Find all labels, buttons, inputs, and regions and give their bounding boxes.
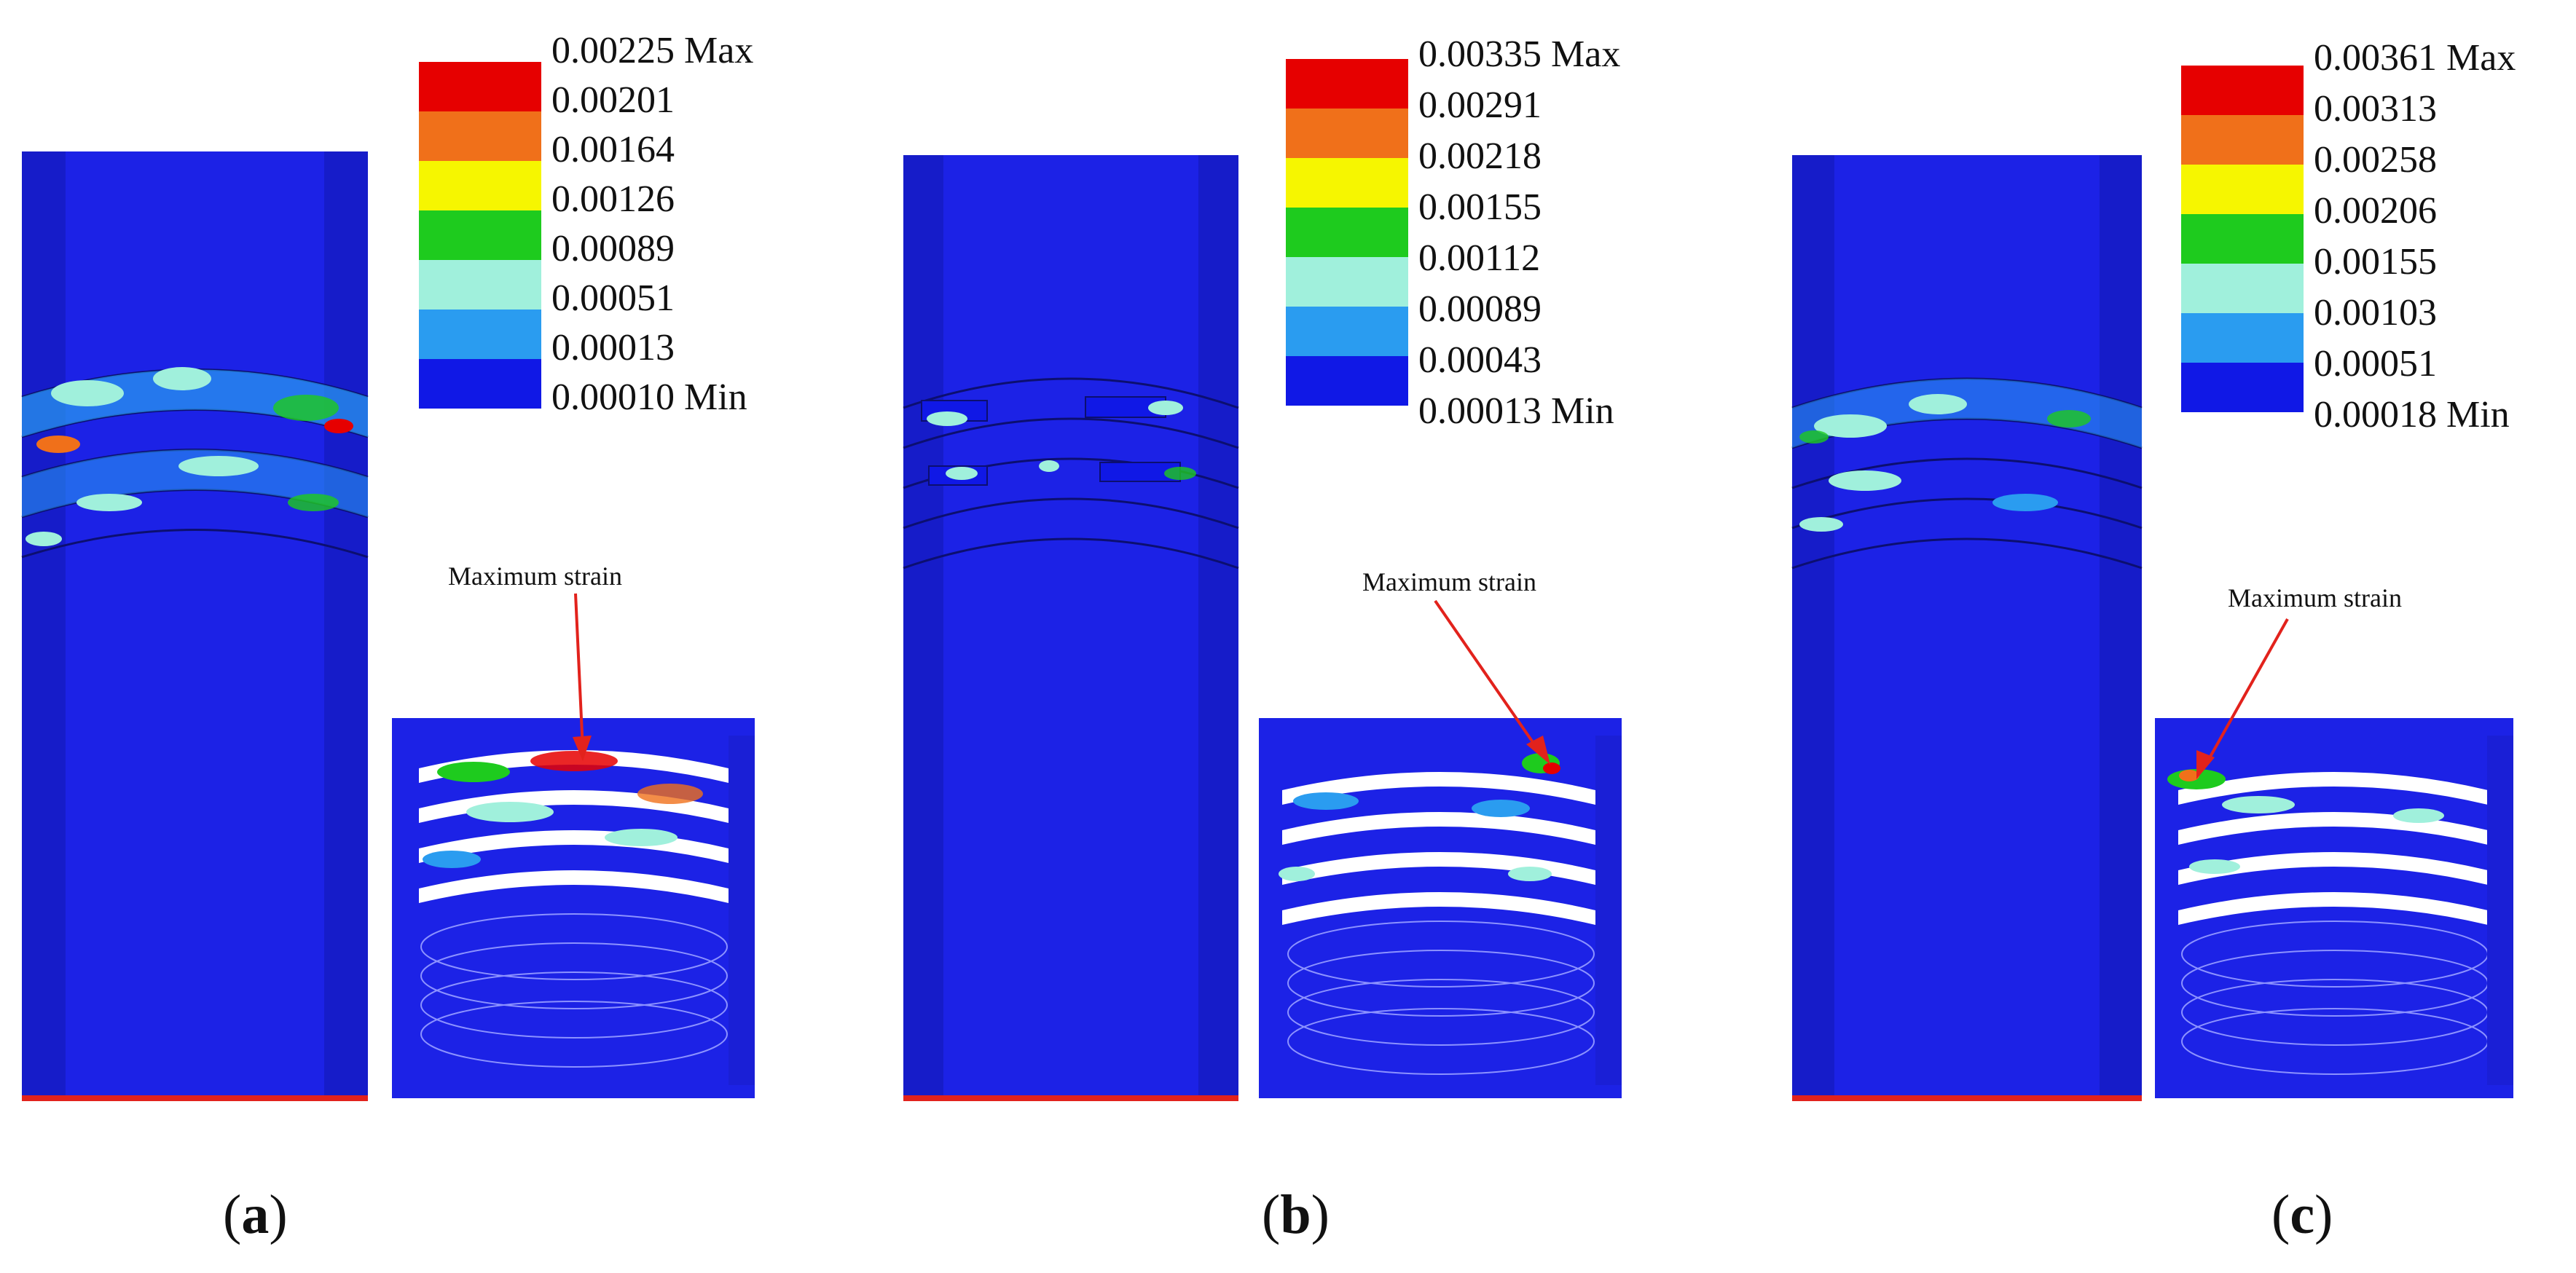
legend-value: 0.00112 <box>1418 237 1541 279</box>
legend-value: 0.00013 Min <box>1418 390 1614 432</box>
legend-swatch <box>1286 307 1408 356</box>
legend-value: 0.00218 <box>1418 135 1542 177</box>
legend-value: 0.00155 <box>2314 241 2437 283</box>
legend-swatch <box>419 310 541 359</box>
cutaway-rings <box>1279 753 1595 925</box>
legend-swatch <box>2181 363 2304 412</box>
legend-value: 0.00361 Max <box>2314 37 2516 79</box>
legend-swatch <box>1286 158 1408 208</box>
legend-swatch <box>1286 109 1408 158</box>
legend-value: 0.00258 <box>2314 139 2437 181</box>
cylinder-shade <box>903 155 943 1098</box>
cutaway-body <box>392 718 755 1098</box>
panel-b-figure <box>903 155 1622 1101</box>
legend-swatch <box>2181 264 2304 313</box>
cylinder-shade <box>22 151 66 1098</box>
legend-swatch <box>2181 165 2304 214</box>
legend-value: 0.00225 Max <box>551 30 754 71</box>
legend-swatch <box>419 210 541 260</box>
cylinder-body <box>903 155 1238 1098</box>
cylinder-shade <box>324 151 368 1098</box>
cutaway-rings <box>419 750 729 903</box>
legend-swatch <box>2181 313 2304 363</box>
cutaway-rings <box>2167 769 2488 925</box>
legend-value: 0.00201 <box>551 79 675 121</box>
max-strain-arrowhead <box>2196 750 2215 779</box>
cutaway-wireframe <box>420 913 728 1068</box>
panel-b: Maximum strain 0.00335 Max 0.00291 0.002… <box>860 0 1719 1273</box>
legend-value: 0.00126 <box>551 178 675 220</box>
legend-swatch <box>2181 214 2304 264</box>
legend-swatch <box>419 161 541 210</box>
cylinder-shade <box>1792 155 1834 1098</box>
panel-label-a: (a) <box>223 1184 288 1245</box>
panel-a-figure <box>21 151 755 1101</box>
max-strain-arrow <box>2202 618 2289 769</box>
legend-value: 0.00313 <box>2314 88 2437 130</box>
cylinder-shade <box>1198 155 1238 1098</box>
max-strain-arrowhead <box>1526 736 1550 765</box>
legend-swatch <box>419 260 541 310</box>
legend-swatch <box>419 111 541 161</box>
max-strain-annotation: Maximum strain <box>1362 567 1536 596</box>
legend-swatch <box>419 62 541 111</box>
panel-label-b: (b) <box>1262 1184 1330 1245</box>
legend-swatch <box>1286 208 1408 257</box>
strain-contour <box>1792 379 2142 532</box>
legend-value: 0.00206 <box>2314 190 2437 232</box>
max-strain-arrowhead <box>573 736 592 761</box>
panel-c-figure <box>1791 155 2513 1101</box>
cutaway-side-tab <box>1595 736 1622 1085</box>
cutaway-wireframe <box>1287 921 1595 1075</box>
legend-swatch <box>419 359 541 409</box>
legend-value: 0.00291 <box>1418 84 1542 126</box>
legend-value: 0.00089 <box>1418 288 1542 330</box>
legend-swatch <box>1286 59 1408 109</box>
legend-value: 0.00010 Min <box>551 377 747 418</box>
legend-swatch <box>2181 66 2304 115</box>
legend-value: 0.00051 <box>2314 343 2437 385</box>
max-strain-arrow <box>574 593 584 751</box>
legend-value: 0.00018 Min <box>2314 394 2510 436</box>
cutaway-side-tab <box>2487 736 2513 1085</box>
max-strain-annotation: Maximum strain <box>2228 583 2402 612</box>
legend-value: 0.00013 <box>551 327 675 368</box>
cylinder-shade <box>2100 155 2142 1098</box>
legend-value: 0.00089 <box>551 228 675 269</box>
legend-value: 0.00103 <box>2314 292 2437 334</box>
strain-contour <box>921 396 1196 486</box>
legend-value: 0.00155 <box>1418 186 1542 228</box>
legend-value: 0.00051 <box>551 277 675 319</box>
legend-value: 0.00043 <box>1418 339 1542 381</box>
legend-swatch <box>1286 356 1408 406</box>
legend-swatch <box>1286 257 1408 307</box>
legend-value: 0.00164 <box>551 129 675 170</box>
panel-c: Maximum strain 0.00361 Max 0.00313 0.002… <box>1719 0 2576 1273</box>
max-strain-arrow <box>1434 599 1542 755</box>
cylinder-body <box>22 151 368 1098</box>
cutaway-side-tab <box>729 736 755 1085</box>
cylinder-body <box>1792 155 2142 1098</box>
strain-contour <box>22 367 368 546</box>
legend-swatch <box>2181 115 2304 165</box>
max-strain-annotation: Maximum strain <box>448 561 622 591</box>
panel-a: Maximum strain 0.00225 Max 0.00201 0.001… <box>0 0 860 1273</box>
panel-label-c: (c) <box>2271 1184 2333 1245</box>
legend-value: 0.00335 Max <box>1418 34 1621 75</box>
